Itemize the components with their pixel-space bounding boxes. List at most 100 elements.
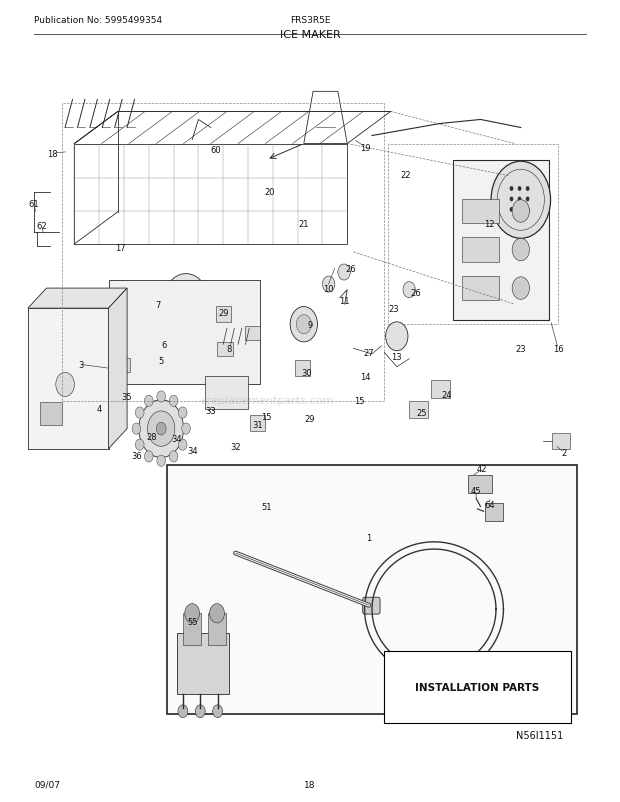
Text: 21: 21 [299,220,309,229]
FancyBboxPatch shape [453,160,549,321]
Text: 14: 14 [361,372,371,382]
FancyBboxPatch shape [183,614,202,646]
Text: 30: 30 [301,368,312,378]
FancyBboxPatch shape [177,634,229,694]
Text: 23: 23 [388,304,399,314]
Text: 55: 55 [187,617,197,626]
Text: 8: 8 [227,344,232,354]
Text: 18: 18 [304,780,316,789]
Circle shape [290,307,317,342]
Text: 35: 35 [122,392,133,402]
Text: 9: 9 [308,320,312,330]
FancyBboxPatch shape [208,614,226,646]
FancyBboxPatch shape [216,306,231,322]
Text: 1: 1 [366,533,371,542]
Circle shape [213,705,223,718]
Circle shape [526,197,529,202]
FancyBboxPatch shape [462,200,499,224]
Text: 7: 7 [156,300,161,310]
Circle shape [296,315,311,334]
Text: 51: 51 [262,502,272,512]
Text: 32: 32 [230,442,241,452]
Circle shape [518,208,521,213]
Text: Publication No: 5995499354: Publication No: 5995499354 [34,16,162,26]
Text: 16: 16 [552,344,564,354]
Text: 26: 26 [345,264,356,273]
Text: ereplacementparts.com: ereplacementparts.com [200,396,334,406]
Text: 24: 24 [441,390,451,399]
Circle shape [512,239,529,261]
Text: 34: 34 [187,446,198,456]
Text: 19: 19 [361,144,371,153]
Text: 45: 45 [471,486,481,496]
Circle shape [210,604,224,623]
Circle shape [403,282,415,298]
Circle shape [185,604,200,623]
FancyBboxPatch shape [295,361,310,377]
Text: 23: 23 [515,344,526,354]
Circle shape [386,322,408,351]
Text: 34: 34 [171,434,182,444]
Circle shape [518,187,521,192]
Text: 25: 25 [417,408,427,418]
Circle shape [180,298,192,312]
Text: 64: 64 [484,500,495,510]
Text: 33: 33 [205,406,216,415]
Circle shape [195,705,205,718]
Text: 12: 12 [485,220,495,229]
Text: 26: 26 [410,288,421,298]
Circle shape [148,411,175,447]
Circle shape [173,288,199,322]
Circle shape [512,277,529,300]
Text: 29: 29 [218,308,228,318]
Text: 61: 61 [29,200,40,209]
Circle shape [510,197,513,202]
Text: 13: 13 [391,352,402,362]
Polygon shape [108,289,127,449]
Circle shape [135,407,144,419]
FancyBboxPatch shape [363,597,380,614]
Text: INSTALLATION PARTS: INSTALLATION PARTS [415,683,539,692]
FancyBboxPatch shape [409,401,428,419]
FancyBboxPatch shape [462,238,499,262]
FancyBboxPatch shape [250,415,265,431]
Circle shape [518,197,521,202]
Text: 18: 18 [47,149,58,159]
Circle shape [139,400,184,458]
Text: ICE MAKER: ICE MAKER [280,30,340,39]
FancyBboxPatch shape [115,358,130,373]
FancyBboxPatch shape [468,476,492,493]
Text: 42: 42 [477,464,487,474]
FancyBboxPatch shape [217,342,232,357]
Polygon shape [108,281,260,385]
Circle shape [182,423,190,435]
Text: 5: 5 [159,356,164,366]
Circle shape [135,439,144,451]
FancyBboxPatch shape [245,326,260,341]
Text: 15: 15 [355,396,365,406]
Text: 22: 22 [401,170,411,180]
Text: 62: 62 [37,221,48,231]
Circle shape [144,452,153,463]
Circle shape [156,423,166,435]
Polygon shape [205,377,248,409]
Text: 11: 11 [339,296,349,306]
Circle shape [162,274,210,335]
Circle shape [510,208,513,213]
FancyBboxPatch shape [431,381,450,399]
Polygon shape [552,433,570,449]
Polygon shape [28,289,127,309]
Text: 60: 60 [210,146,221,156]
FancyBboxPatch shape [485,504,503,521]
Text: 20: 20 [265,188,275,197]
Circle shape [178,705,188,718]
Circle shape [179,439,187,451]
Circle shape [526,208,529,213]
Text: 3: 3 [78,360,83,370]
Circle shape [157,391,166,403]
Circle shape [56,373,74,397]
Circle shape [132,423,141,435]
Text: 29: 29 [305,414,315,423]
Text: N56I1151: N56I1151 [516,731,563,740]
Circle shape [526,187,529,192]
